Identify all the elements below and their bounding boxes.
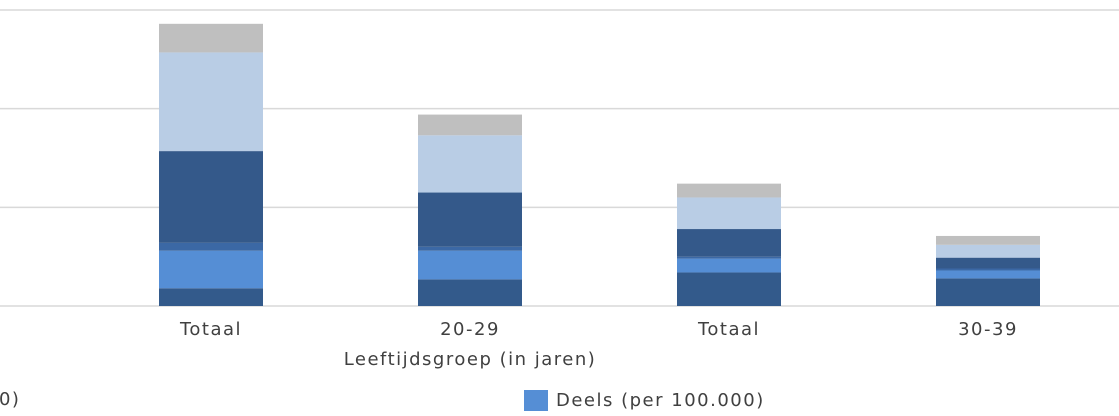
bar-segment xyxy=(936,257,1040,269)
x-tick-label: 20-29 xyxy=(440,319,500,340)
bar-segment xyxy=(936,235,1040,245)
bar-segment xyxy=(677,197,781,230)
bar-segment xyxy=(418,114,522,136)
bar-segment xyxy=(677,229,781,257)
bar-segment xyxy=(677,258,781,273)
bar-segment xyxy=(677,183,781,198)
bar-segment xyxy=(159,52,263,152)
bar-segment xyxy=(936,244,1040,258)
bar-segment xyxy=(159,250,263,289)
bar-segment xyxy=(159,23,263,53)
bar-segment xyxy=(936,270,1040,279)
legend-label: Deels (per 100.000) xyxy=(556,390,765,411)
x-tick-label: Totaal xyxy=(697,319,760,340)
bar-segment xyxy=(418,192,522,247)
bar-segment xyxy=(418,250,522,280)
x-tick-label: 30-39 xyxy=(958,319,1018,340)
bar-segment xyxy=(936,268,1040,271)
bar-segment xyxy=(677,272,781,306)
bar-segment xyxy=(418,279,522,306)
bar-segment xyxy=(418,246,522,251)
bar-segment xyxy=(159,288,263,306)
x-axis-label: Leeftijdsgroep (in jaren) xyxy=(344,349,597,370)
bar-segment xyxy=(159,242,263,251)
legend-swatch xyxy=(524,390,548,411)
bar-segment xyxy=(936,278,1040,306)
legend-label: 00) xyxy=(0,389,20,410)
bar-segment xyxy=(159,151,263,243)
bar-segment xyxy=(418,135,522,193)
bar-segment xyxy=(677,256,781,259)
x-tick-label: Totaal xyxy=(179,319,242,340)
